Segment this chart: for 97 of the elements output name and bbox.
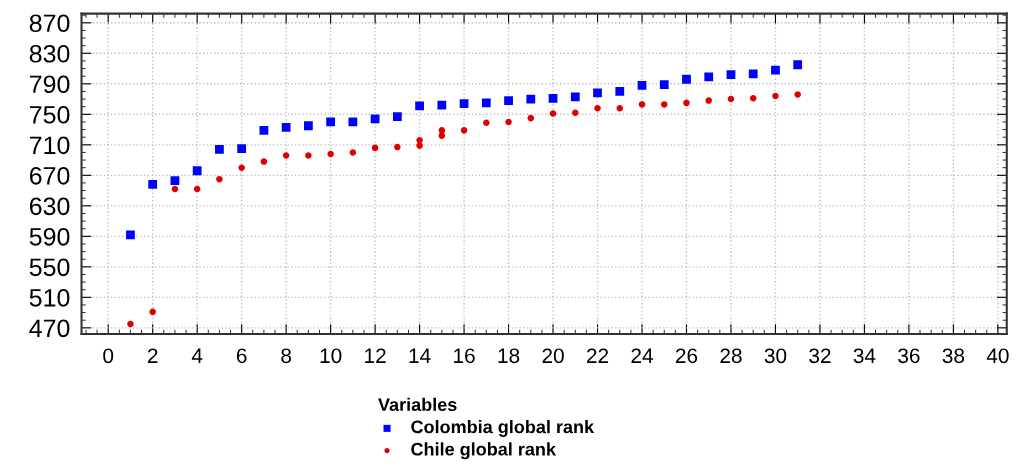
y-tick-label: 830 — [29, 44, 70, 63]
y-tick-label: 750 — [29, 105, 70, 124]
x-tick-label: 10 — [320, 348, 342, 364]
x-tick-label: 32 — [809, 348, 831, 364]
point — [370, 114, 380, 124]
y-tick-label: 590 — [29, 227, 70, 246]
point — [660, 101, 668, 108]
point — [705, 97, 712, 104]
x-tick-label: 14 — [409, 348, 431, 363]
point — [392, 112, 402, 121]
x-tick-label: 30 — [764, 348, 787, 364]
point — [549, 110, 557, 117]
point — [527, 114, 535, 122]
point — [216, 175, 223, 183]
x-tick-label: 40 — [986, 348, 1009, 364]
x-tick-label: 8 — [281, 348, 292, 364]
point — [793, 60, 803, 70]
point — [570, 92, 580, 102]
point — [438, 132, 446, 139]
point — [794, 91, 801, 98]
legend-label: Colombia global rank — [411, 420, 595, 437]
point — [127, 320, 134, 328]
point — [459, 99, 469, 109]
point — [238, 164, 245, 171]
point — [260, 158, 268, 165]
point — [460, 127, 468, 134]
point — [637, 80, 647, 90]
x-tick-label: 22 — [586, 348, 609, 363]
point — [305, 152, 312, 159]
point — [548, 93, 558, 103]
point — [593, 88, 602, 98]
point — [170, 176, 180, 186]
point — [481, 98, 491, 108]
point — [594, 104, 601, 112]
point — [371, 144, 379, 152]
point — [505, 118, 512, 126]
x-tick-label: 0 — [103, 348, 114, 364]
point — [327, 150, 334, 158]
point — [259, 125, 269, 135]
point — [504, 96, 513, 105]
point — [526, 94, 536, 104]
legend-label: Chile global rank — [411, 442, 556, 460]
x-tick-label: 28 — [720, 348, 742, 364]
point — [659, 80, 669, 89]
point — [192, 166, 202, 176]
point — [572, 109, 579, 117]
point — [394, 143, 401, 151]
point — [193, 185, 201, 193]
point — [149, 308, 156, 316]
point — [704, 72, 714, 82]
point — [682, 74, 691, 84]
point — [748, 69, 758, 79]
point — [326, 117, 336, 127]
point — [416, 142, 423, 149]
y-tick-label: 790 — [29, 75, 70, 94]
y-tick-label: 870 — [29, 14, 70, 33]
y-tick-label: 470 — [29, 319, 70, 338]
x-tick-label: 38 — [942, 348, 965, 364]
x-tick-label: 26 — [675, 348, 698, 364]
point — [483, 119, 490, 126]
point — [437, 100, 447, 110]
x-tick-label: 36 — [898, 348, 920, 364]
y-tick-label: 630 — [29, 197, 70, 216]
point — [171, 185, 179, 193]
point — [237, 144, 247, 154]
point — [771, 65, 780, 75]
point — [126, 230, 135, 240]
point — [749, 95, 757, 102]
point — [303, 121, 313, 131]
x-tick-label: 18 — [498, 348, 520, 364]
x-tick-label: 24 — [631, 348, 653, 363]
point — [349, 149, 357, 156]
point — [727, 95, 735, 103]
point — [282, 152, 290, 159]
point — [415, 101, 424, 111]
x-tick-label: 2 — [147, 348, 158, 363]
point — [726, 70, 736, 80]
x-tick-label: 34 — [853, 348, 876, 364]
y-tick-label: 670 — [29, 166, 70, 185]
x-tick-label: 12 — [365, 348, 386, 363]
point — [772, 92, 779, 100]
point — [616, 104, 624, 112]
y-tick-label: 710 — [29, 136, 70, 155]
point — [638, 101, 646, 108]
point — [683, 99, 690, 107]
point — [615, 87, 625, 96]
x-tick-label: 16 — [454, 348, 475, 364]
point — [148, 180, 158, 189]
legend-title: Variables — [378, 397, 457, 412]
x-tick-label: 6 — [236, 348, 247, 364]
point — [281, 122, 291, 132]
y-tick-label: 550 — [29, 258, 70, 277]
x-tick-label: 20 — [542, 348, 564, 364]
y-tick-label: 510 — [29, 288, 70, 307]
point — [348, 117, 358, 127]
point — [215, 145, 224, 154]
x-tick-label: 4 — [191, 348, 203, 363]
